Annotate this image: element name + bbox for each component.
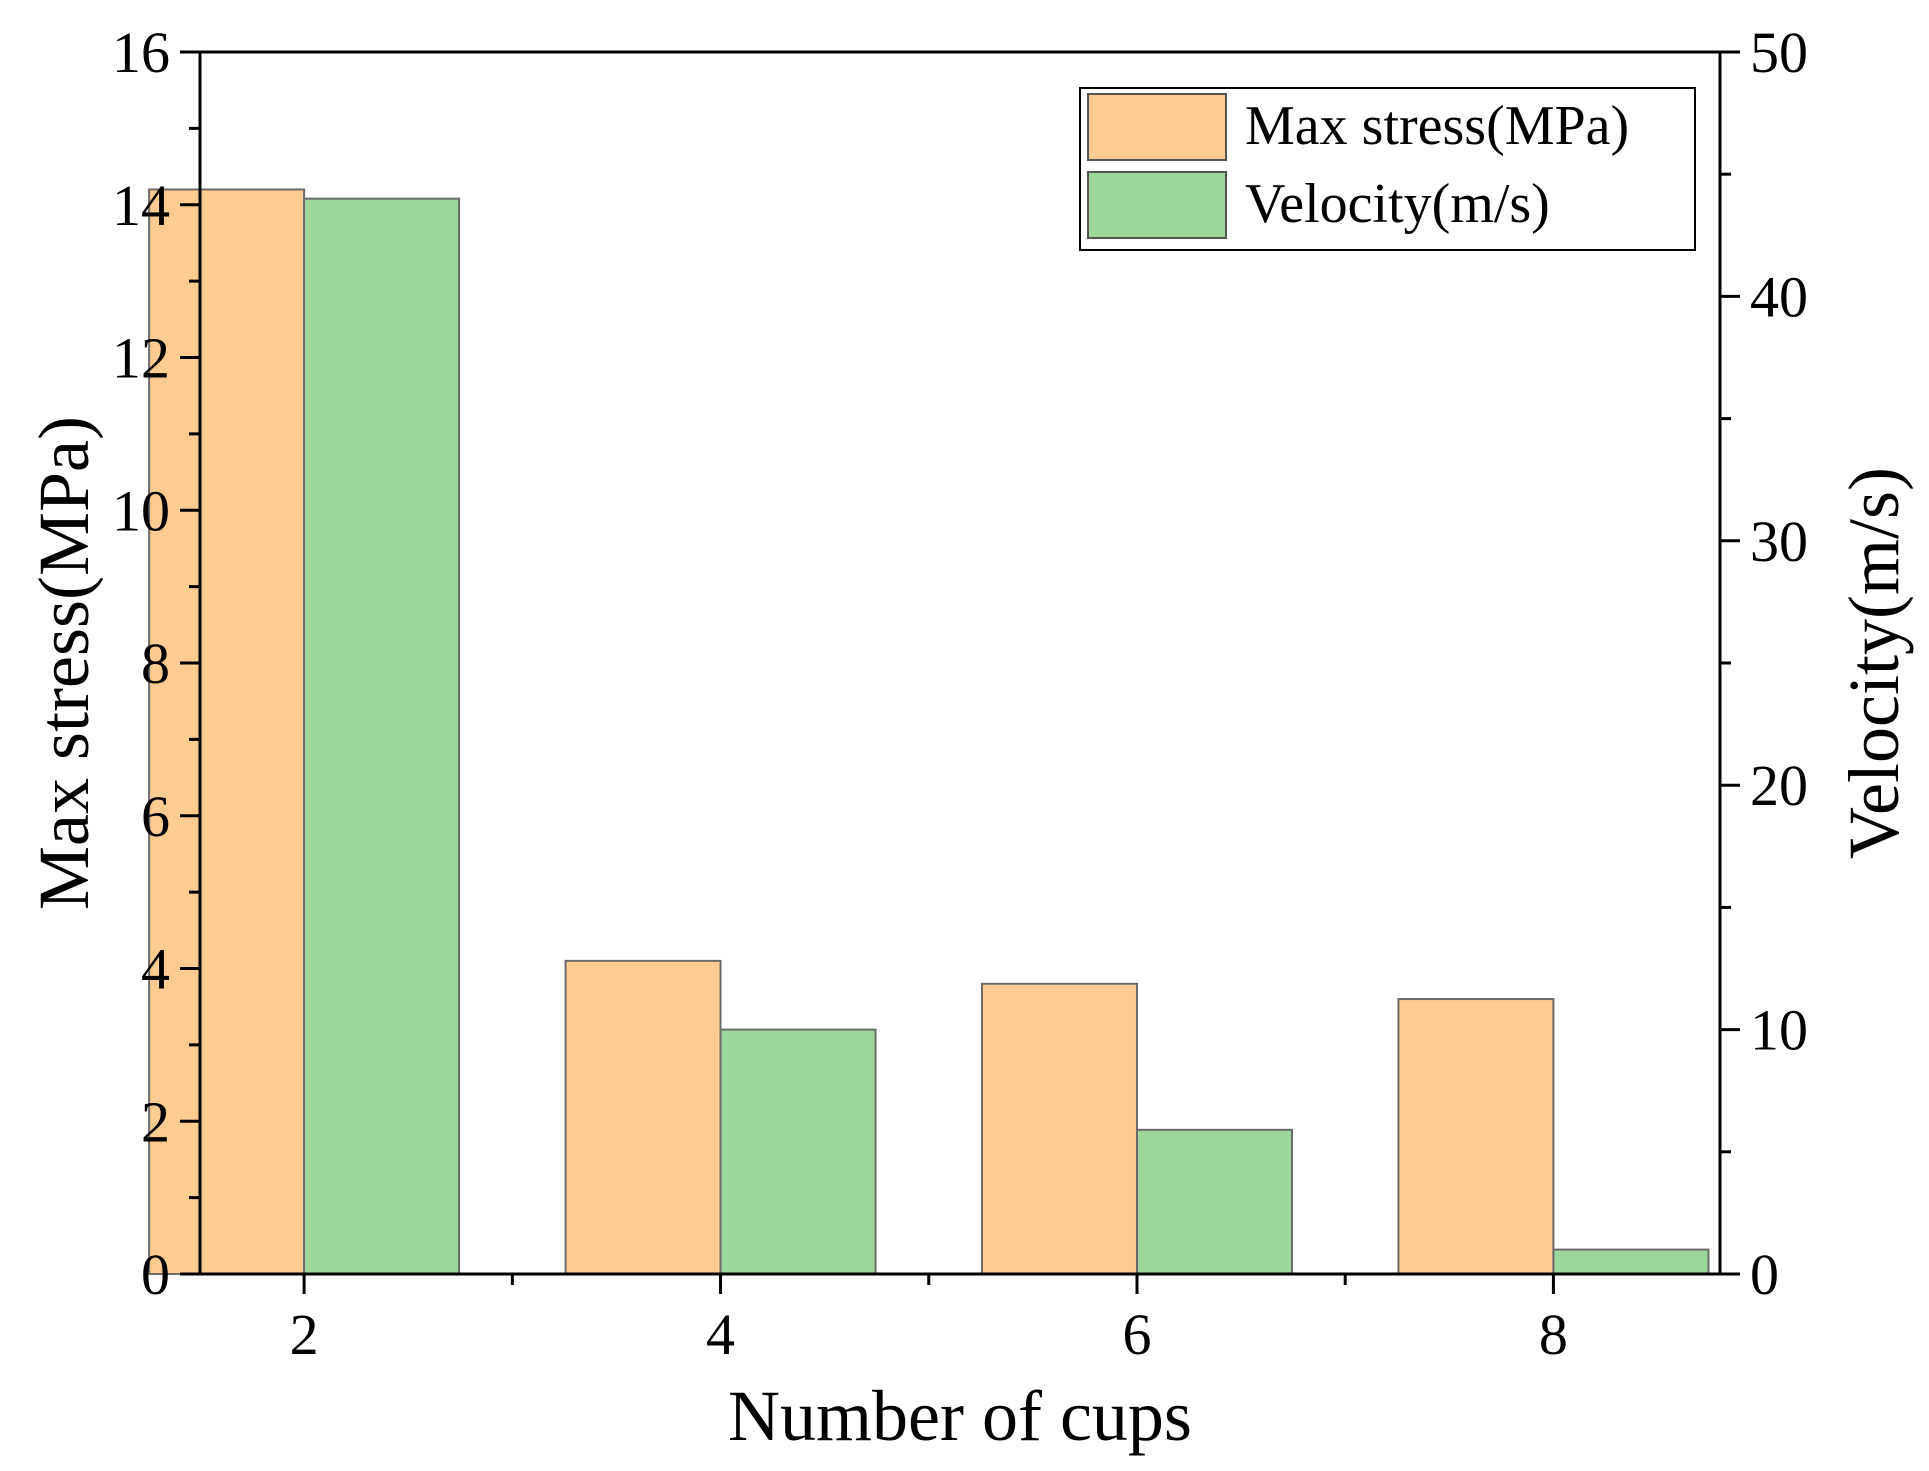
x-tick-label: 4 [706, 1302, 735, 1367]
right-y-tick-label: 30 [1750, 509, 1808, 574]
x-tick-label: 6 [1122, 1302, 1151, 1367]
left-y-tick-label: 16 [112, 20, 170, 85]
legend: Max stress(MPa) Velocity(m/s) [1079, 87, 1696, 251]
left-y-tick-label: 8 [141, 631, 170, 696]
bar-velocity-2 [303, 197, 461, 1275]
x-tick-label: 2 [290, 1302, 319, 1367]
right-y-tick-label: 20 [1750, 753, 1808, 818]
bar-max-stress-8 [1397, 998, 1555, 1275]
right-y-tick-label: 10 [1750, 998, 1808, 1063]
left-y-tick-label: 14 [112, 173, 170, 238]
left-y-tick-label: 4 [141, 937, 170, 1002]
left-y-tick-label: 6 [141, 784, 170, 849]
legend-label-velocity: Velocity(m/s) [1245, 173, 1550, 235]
legend-label-max-stress: Max stress(MPa) [1245, 95, 1629, 157]
left-y-tick-label: 10 [112, 478, 170, 543]
bars-layer [148, 188, 1710, 1276]
left-y-axis-title: Max stress(MPa) [24, 416, 104, 910]
left-y-tick-label: 0 [141, 1242, 170, 1307]
bar-velocity-6 [1135, 1128, 1293, 1275]
legend-swatch-velocity [1087, 171, 1227, 239]
bar-max-stress-6 [980, 982, 1138, 1276]
right-y-tick-label: 50 [1750, 20, 1808, 85]
right-y-tick-label: 0 [1750, 1242, 1779, 1307]
x-axis-title: Number of cups [728, 1376, 1192, 1456]
bar-max-stress-4 [564, 959, 722, 1275]
right-y-tick-label: 40 [1750, 264, 1808, 329]
right-y-axis-title: Velocity(m/s) [1834, 467, 1914, 859]
x-tick-label: 8 [1539, 1302, 1568, 1367]
left-y-tick-label: 12 [112, 326, 170, 391]
bar-velocity-4 [719, 1028, 877, 1275]
bar-max-stress-2 [148, 188, 306, 1276]
legend-swatch-max-stress [1087, 93, 1227, 161]
left-y-tick-label: 2 [141, 1089, 170, 1154]
ticks-layer: 0 2 4 6 8 10 12 14 16 0 10 20 30 40 50 2 4 6 8 [112, 20, 1808, 1367]
bar-velocity-8 [1552, 1248, 1710, 1276]
